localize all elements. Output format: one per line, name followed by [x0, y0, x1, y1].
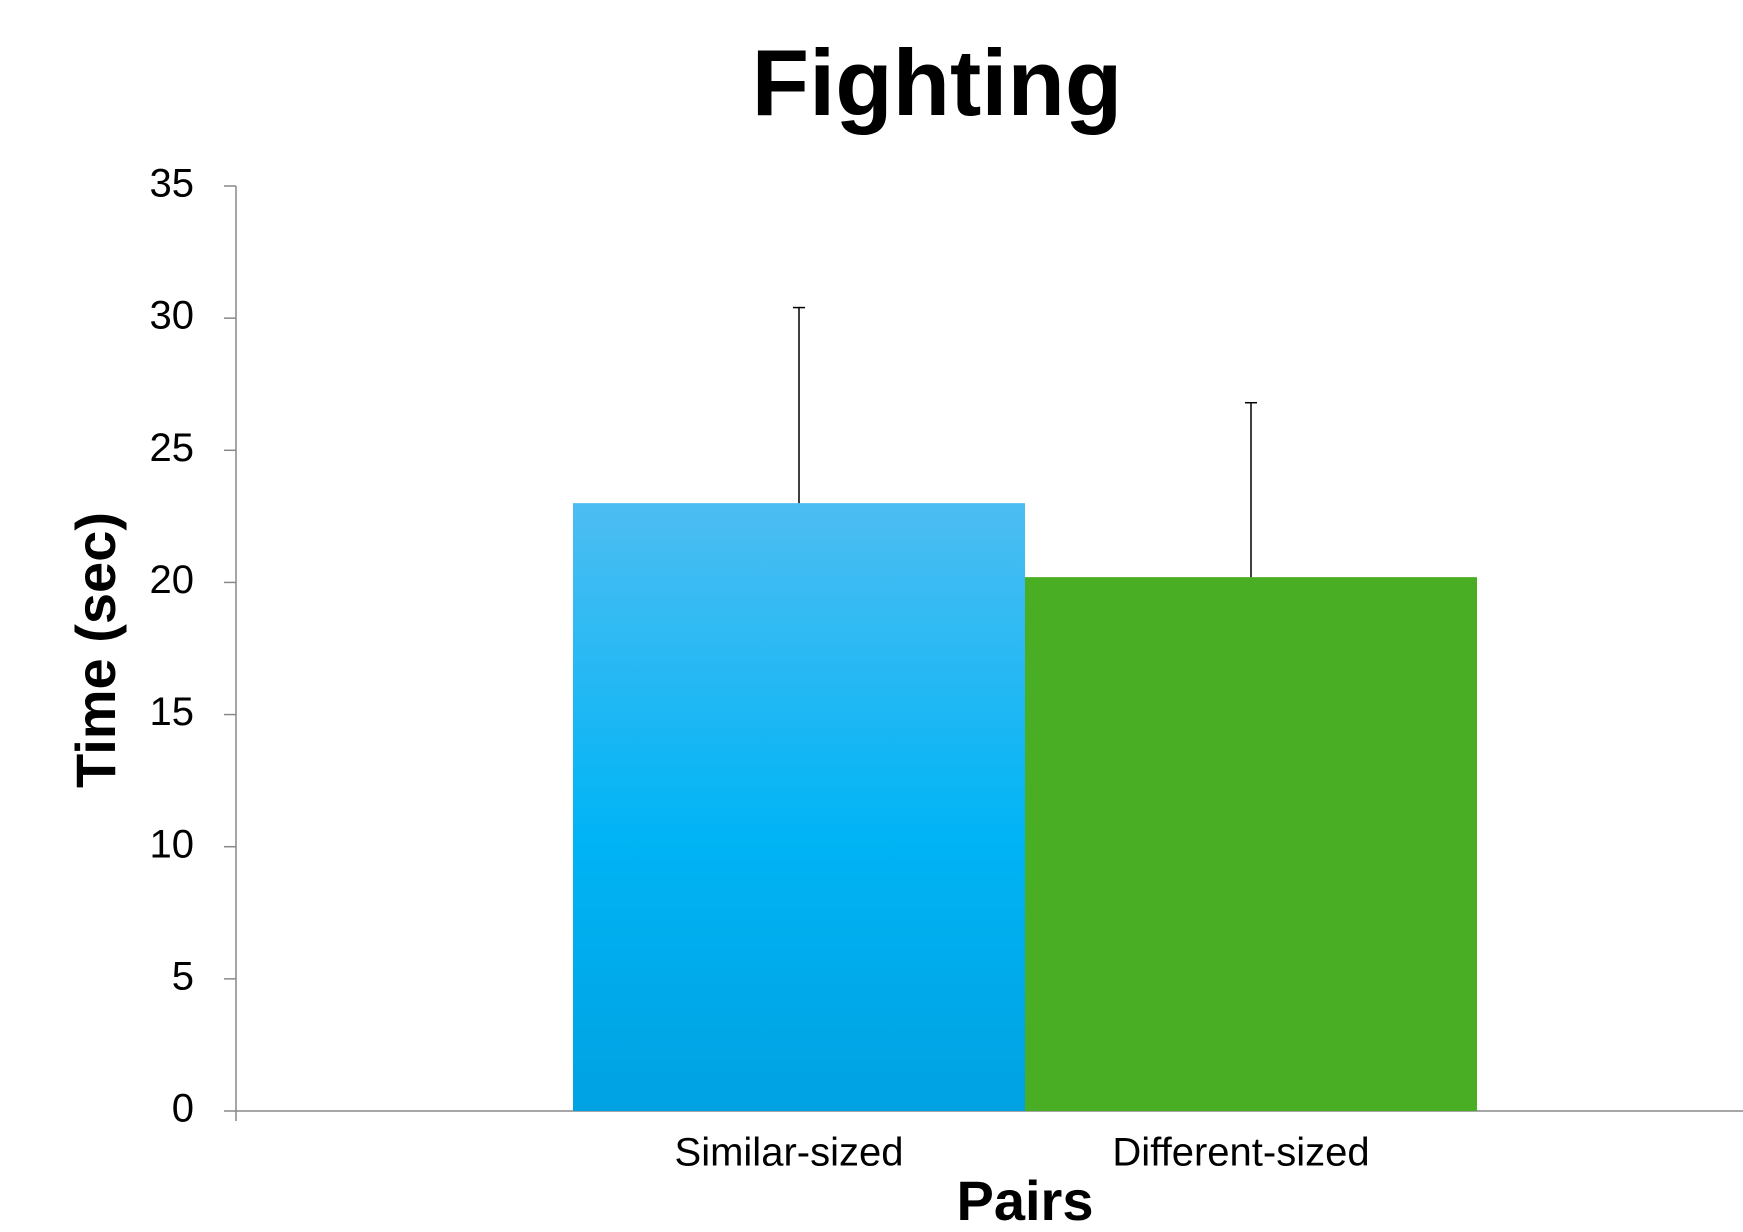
y-tick-label: 20 — [150, 558, 195, 602]
y-tick-label: 0 — [172, 1087, 194, 1131]
y-tick-label: 25 — [150, 426, 195, 470]
x-axis-label: Pairs — [957, 1169, 1094, 1232]
y-tick-label: 5 — [172, 954, 194, 998]
bar — [1025, 577, 1477, 1111]
bar — [573, 503, 1025, 1112]
y-tick-label: 35 — [150, 162, 195, 206]
y-tick-label: 30 — [150, 294, 195, 338]
y-axis-label: Time (sec) — [64, 512, 127, 788]
y-tick-label: 10 — [150, 822, 195, 866]
x-tick-label: Different-sized — [1112, 1131, 1369, 1175]
chart-title: Fighting — [752, 30, 1123, 135]
x-tick-label: Similar-sized — [675, 1131, 904, 1175]
y-tick-label: 15 — [150, 690, 195, 734]
